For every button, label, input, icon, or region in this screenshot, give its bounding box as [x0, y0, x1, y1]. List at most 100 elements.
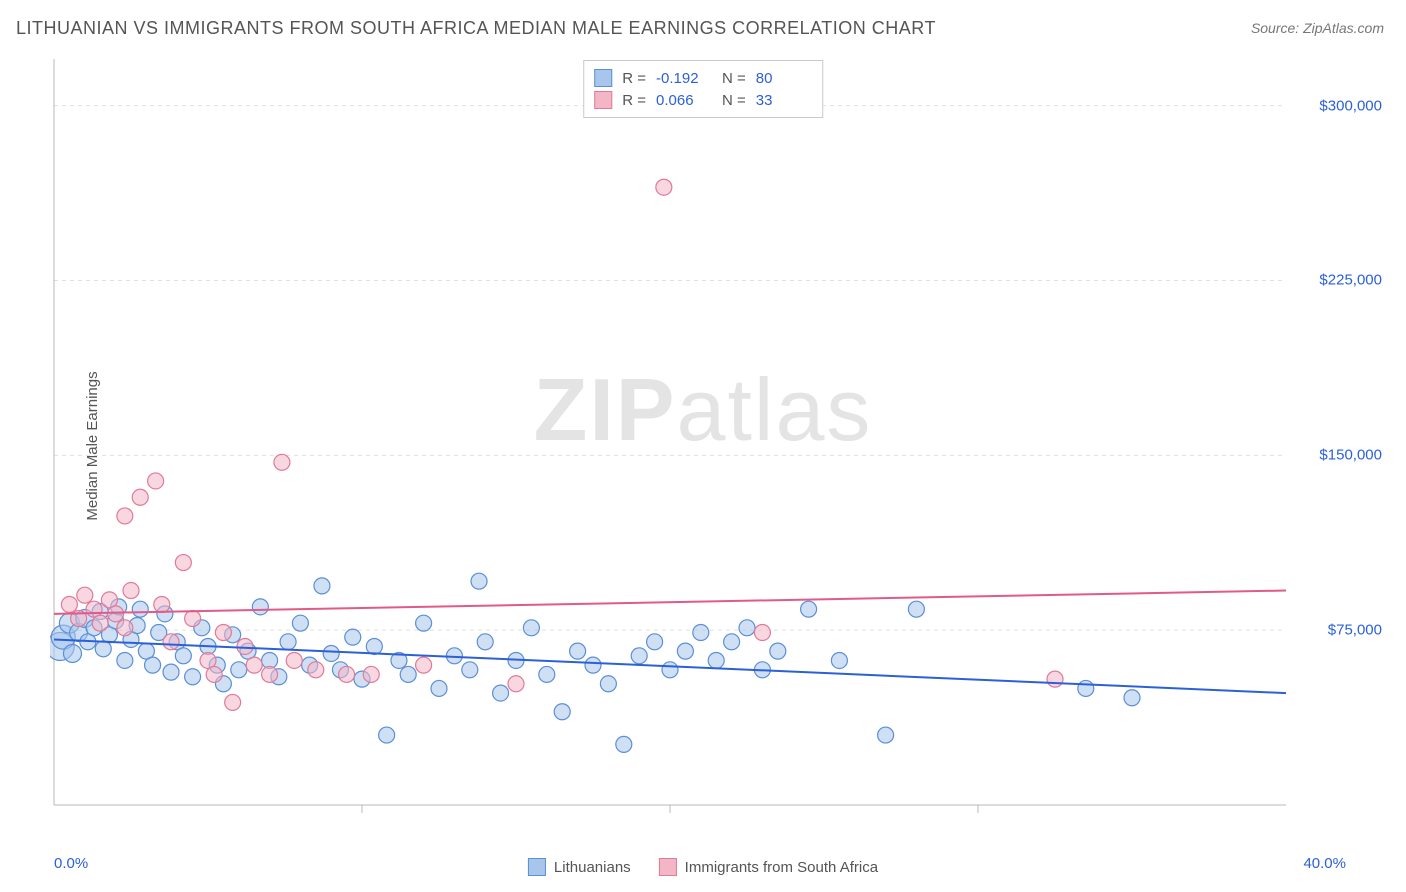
stats-r-value: -0.192 [656, 70, 712, 87]
data-point-sa [123, 583, 139, 599]
y-tick-label: $150,000 [1319, 447, 1382, 464]
data-point-lith [801, 601, 817, 617]
data-point-sa [108, 606, 124, 622]
legend-label: Lithuanians [554, 859, 631, 876]
data-point-sa [1047, 671, 1063, 687]
data-point-lith [908, 601, 924, 617]
data-point-lith [662, 662, 678, 678]
data-point-lith [831, 652, 847, 668]
data-point-sa [508, 676, 524, 692]
legend-entry: Immigrants from South Africa [659, 858, 878, 876]
stats-n-value: 80 [756, 70, 812, 87]
y-tick-label: $225,000 [1319, 272, 1382, 289]
stats-legend-box: R =-0.192N =80R =0.066N =33 [583, 60, 823, 118]
data-point-lith [1124, 690, 1140, 706]
data-point-lith [462, 662, 478, 678]
stats-row: R =0.066N =33 [594, 89, 812, 111]
data-point-sa [262, 666, 278, 682]
data-point-lith [708, 652, 724, 668]
data-point-lith [63, 644, 81, 662]
stats-row: R = -0.192 N = 80 [594, 67, 812, 89]
data-point-lith [570, 643, 586, 659]
data-point-lith [323, 645, 339, 661]
data-point-lith [631, 648, 647, 664]
stats-n-value: 33 [756, 92, 812, 109]
x-axis-max-label: 40.0% [1303, 855, 1346, 872]
data-point-sa [185, 611, 201, 627]
stats-r-label: R = [622, 70, 646, 87]
data-point-lith [416, 615, 432, 631]
legend-entry: Lithuanians [528, 858, 631, 876]
data-point-sa [286, 652, 302, 668]
data-point-lith [431, 680, 447, 696]
trend-line-sa [54, 591, 1286, 614]
data-point-lith [477, 634, 493, 650]
data-point-sa [246, 657, 262, 673]
data-point-lith [163, 664, 179, 680]
data-point-lith [280, 634, 296, 650]
data-point-lith [117, 652, 133, 668]
data-point-lith [471, 573, 487, 589]
data-point-sa [215, 624, 231, 640]
data-point-lith [185, 669, 201, 685]
data-point-lith [145, 657, 161, 673]
chart-svg [50, 55, 1290, 835]
data-point-lith [878, 727, 894, 743]
data-point-sa [61, 597, 77, 613]
data-point-lith [314, 578, 330, 594]
data-point-sa [77, 587, 93, 603]
legend-label: Immigrants from South Africa [685, 859, 878, 876]
data-point-lith [400, 666, 416, 682]
source-attribution: Source: ZipAtlas.com [1251, 20, 1384, 36]
data-point-sa [117, 508, 133, 524]
legend-swatch [659, 858, 677, 876]
data-point-lith [724, 634, 740, 650]
data-point-lith [539, 666, 555, 682]
data-point-sa [363, 666, 379, 682]
data-point-lith [770, 643, 786, 659]
data-point-lith [677, 643, 693, 659]
stats-swatch [594, 69, 612, 87]
data-point-lith [379, 727, 395, 743]
data-point-sa [148, 473, 164, 489]
stats-r-label: R = [622, 92, 646, 109]
data-point-lith [1078, 680, 1094, 696]
data-point-sa [416, 657, 432, 673]
data-point-lith [132, 601, 148, 617]
data-point-sa [132, 489, 148, 505]
data-point-sa [339, 666, 355, 682]
legend-swatch [528, 858, 546, 876]
data-point-lith [616, 736, 632, 752]
data-point-lith [366, 638, 382, 654]
data-point-sa [175, 555, 191, 571]
data-point-lith [600, 676, 616, 692]
x-axis-min-label: 0.0% [54, 855, 88, 872]
data-point-sa [656, 179, 672, 195]
data-point-sa [206, 666, 222, 682]
stats-n-label: N = [722, 70, 746, 87]
data-point-lith [231, 662, 247, 678]
data-point-sa [274, 454, 290, 470]
data-point-lith [292, 615, 308, 631]
data-point-sa [754, 624, 770, 640]
chart-plot-area [50, 55, 1290, 835]
data-point-lith [585, 657, 601, 673]
stats-r-value: 0.066 [656, 92, 712, 109]
data-point-lith [647, 634, 663, 650]
data-point-sa [237, 638, 253, 654]
y-tick-label: $300,000 [1319, 97, 1382, 114]
data-point-lith [739, 620, 755, 636]
data-point-sa [308, 662, 324, 678]
data-point-lith [523, 620, 539, 636]
data-point-lith [252, 599, 268, 615]
data-point-lith [493, 685, 509, 701]
data-point-sa [163, 634, 179, 650]
data-point-lith [554, 704, 570, 720]
data-point-sa [117, 620, 133, 636]
data-point-lith [693, 624, 709, 640]
data-point-sa [225, 694, 241, 710]
chart-title: LITHUANIAN VS IMMIGRANTS FROM SOUTH AFRI… [16, 18, 936, 39]
data-point-sa [154, 597, 170, 613]
data-point-lith [345, 629, 361, 645]
y-tick-label: $75,000 [1328, 622, 1382, 639]
